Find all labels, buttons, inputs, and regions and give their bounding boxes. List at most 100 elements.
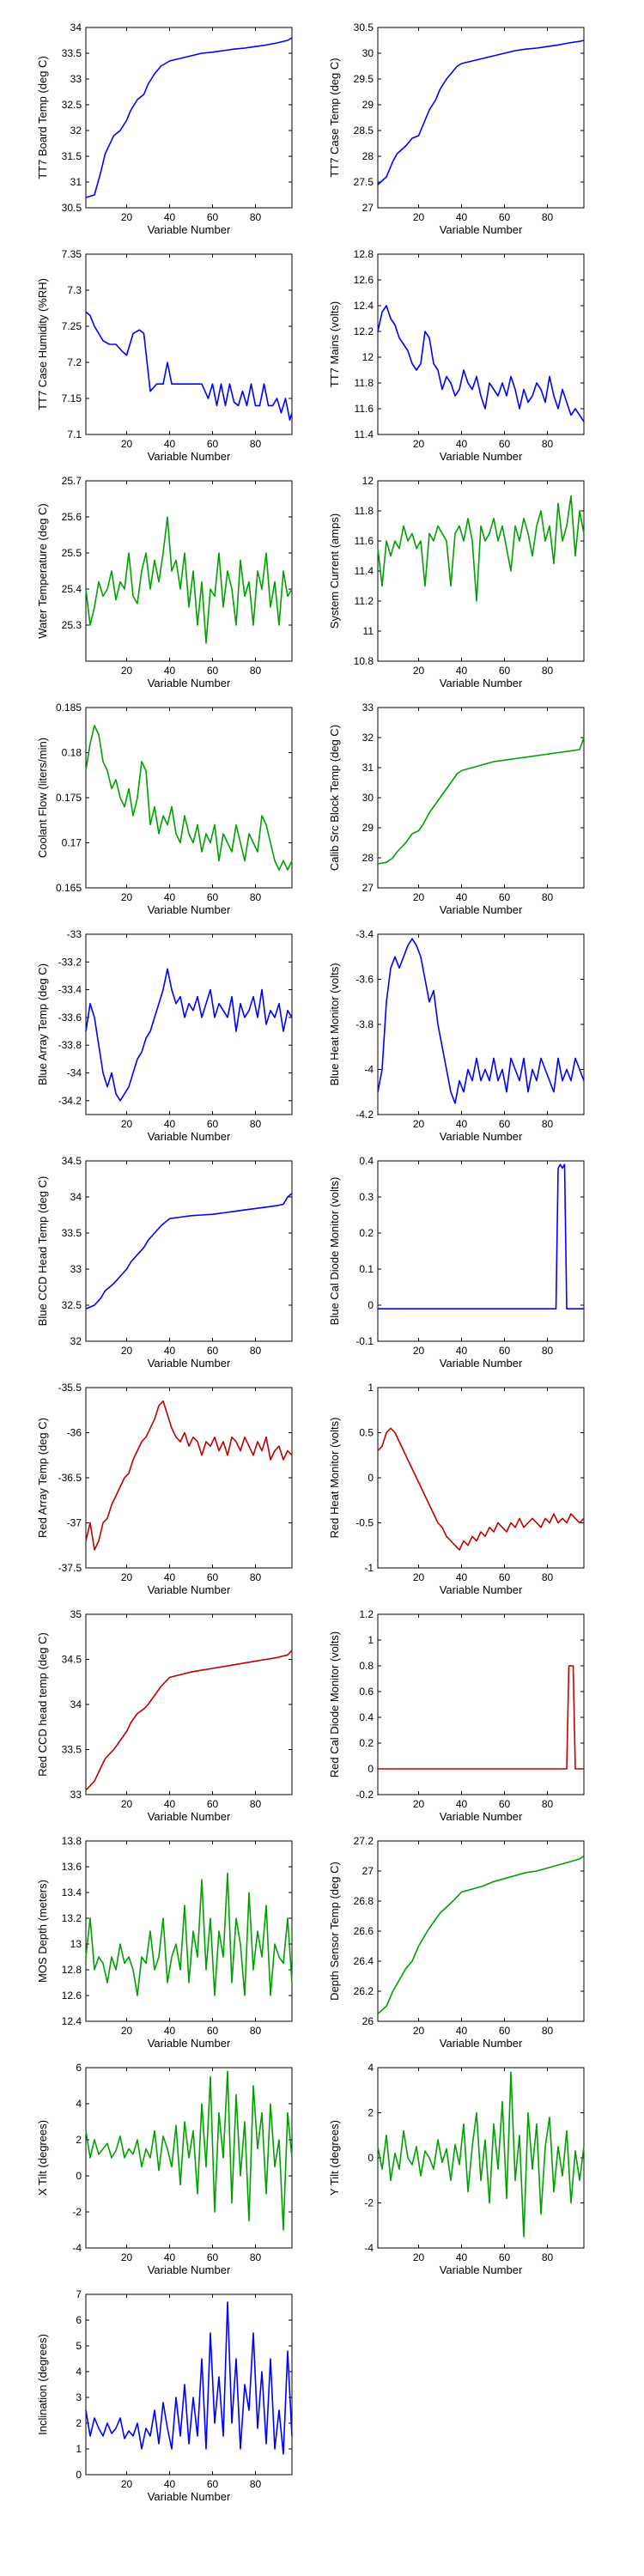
data-point xyxy=(471,1888,472,1889)
data-point xyxy=(397,1768,398,1769)
y-tick-label: 7.25 xyxy=(62,320,82,332)
data-point xyxy=(244,1995,245,1996)
x-tick-label: 80 xyxy=(542,1345,554,1357)
plot-frame xyxy=(377,707,585,889)
data-point xyxy=(154,806,155,807)
data-point xyxy=(553,563,554,564)
series-line xyxy=(85,1400,293,1551)
data-point xyxy=(126,119,127,120)
y-tick-label: 13.8 xyxy=(62,1835,82,1847)
data-point xyxy=(201,1017,202,1018)
data-point xyxy=(162,1917,163,1918)
data-point xyxy=(428,1001,429,1002)
data-point xyxy=(235,1917,236,1918)
data-point xyxy=(149,824,150,825)
data-point xyxy=(433,540,434,541)
data-point xyxy=(158,833,159,834)
data-point xyxy=(433,990,434,991)
data-point xyxy=(214,1995,215,1996)
data-point xyxy=(272,405,273,406)
data-point xyxy=(291,1193,292,1194)
data-point xyxy=(169,1218,170,1219)
data-point xyxy=(100,1767,101,1768)
data-point xyxy=(497,1522,498,1523)
data-point xyxy=(557,2146,558,2147)
data-point xyxy=(85,312,86,313)
y-tick-label: 27 xyxy=(362,882,374,894)
y-tick-label: 0.4 xyxy=(359,1711,374,1723)
data-point xyxy=(179,1674,180,1675)
data-point xyxy=(557,503,558,504)
y-tick-label: 7.15 xyxy=(62,392,82,404)
y-tick-label: -4.2 xyxy=(355,1109,374,1121)
y-tick-label: 0.4 xyxy=(359,1155,374,1167)
y-tick-label: 7.35 xyxy=(62,248,82,260)
y-tick-label: 33 xyxy=(70,1789,82,1801)
data-point xyxy=(428,1504,429,1505)
data-point xyxy=(484,540,485,541)
data-point xyxy=(504,1878,505,1879)
data-point xyxy=(119,1100,120,1101)
y-tick-label: 2 xyxy=(368,2107,374,2119)
y-tick-label: 12 xyxy=(362,351,374,363)
data-point xyxy=(188,833,189,834)
data-point xyxy=(504,52,505,53)
plot-frame xyxy=(377,27,585,209)
data-point xyxy=(276,1657,277,1658)
data-point xyxy=(227,2071,228,2072)
y-tick-label: 1.2 xyxy=(359,1608,374,1620)
data-point xyxy=(570,1665,571,1666)
y-tick-label: 32.5 xyxy=(62,99,82,111)
y-tick-label: -35.5 xyxy=(58,1382,82,1394)
data-point xyxy=(504,760,505,761)
data-point xyxy=(506,395,507,396)
data-point xyxy=(392,857,393,858)
data-point xyxy=(100,171,101,172)
x-tick-label: 80 xyxy=(250,2478,262,2490)
y-tick-label: 0.17 xyxy=(62,837,82,849)
x-axis-label: Variable Number xyxy=(148,450,231,463)
data-point xyxy=(583,2146,584,2147)
data-point xyxy=(192,570,193,571)
data-point xyxy=(501,1069,502,1070)
data-point xyxy=(156,384,157,385)
x-axis-label: Variable Number xyxy=(148,223,231,236)
data-point xyxy=(255,1661,256,1662)
y-tick-label: -33.6 xyxy=(58,1012,82,1024)
data-point xyxy=(536,382,537,383)
y-tick-label: 35 xyxy=(70,1608,82,1620)
data-point xyxy=(583,533,584,534)
x-tick-label: 80 xyxy=(250,211,262,223)
data-point xyxy=(471,389,472,390)
y-tick-label: 0.2 xyxy=(359,1227,374,1239)
data-point xyxy=(169,60,170,61)
data-point xyxy=(411,1960,412,1961)
data-point xyxy=(115,1495,116,1496)
data-point xyxy=(145,1038,146,1039)
data-point xyxy=(214,824,215,825)
data-point xyxy=(471,1536,472,1537)
data-point xyxy=(214,596,215,597)
data-point xyxy=(222,2157,223,2158)
data-point xyxy=(583,737,584,738)
data-point xyxy=(192,2130,193,2131)
y-tick-label: 0 xyxy=(368,1299,374,1311)
data-point xyxy=(106,2143,107,2144)
data-point xyxy=(148,83,149,84)
x-axis-label: Variable Number xyxy=(148,1810,231,1823)
y-axis-label: Red CCD head temp (deg C) xyxy=(36,1632,49,1777)
series-line xyxy=(85,2070,293,2231)
data-point xyxy=(435,1918,436,1919)
x-axis-label: Variable Number xyxy=(440,1810,523,1823)
y-tick-label: 11 xyxy=(363,625,374,637)
data-point xyxy=(141,2448,142,2449)
subplot-5: 20 40 60 80 25.3 25.4 25.5 25.6 25.7 Variable Num… xyxy=(36,475,293,690)
data-point xyxy=(493,761,494,762)
data-point xyxy=(433,2169,434,2170)
data-point xyxy=(493,1881,494,1882)
x-tick-label: 80 xyxy=(250,2251,262,2263)
data-point xyxy=(257,570,258,571)
y-tick-label: 28 xyxy=(362,852,374,864)
data-point xyxy=(222,606,223,607)
